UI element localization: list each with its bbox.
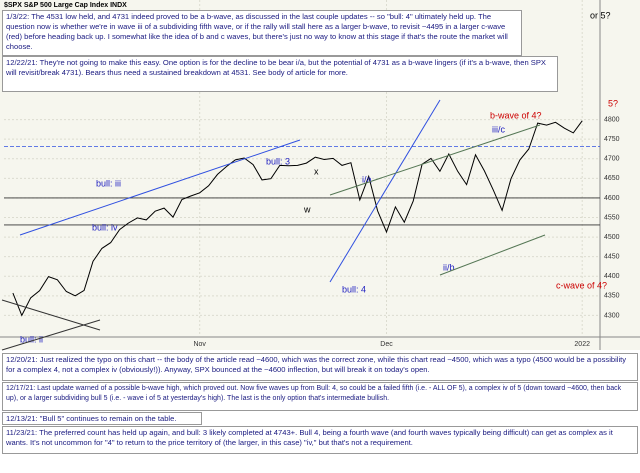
y-tick-label: 4700	[604, 156, 620, 163]
note: 12/17/21: Last update warned of a possib…	[2, 382, 638, 411]
x-tick-label: Nov	[193, 341, 206, 348]
annotation: bull: 4	[342, 284, 366, 294]
annotation: ii/b	[443, 262, 455, 272]
annotation: x	[314, 166, 319, 176]
annotation: b-wave of 4?	[490, 110, 542, 120]
annotation: w	[303, 204, 311, 214]
note: 12/13/21: "Bull 5" continues to remain o…	[2, 412, 202, 425]
annotation: or 5?	[590, 10, 611, 20]
y-tick-label: 4550	[604, 214, 620, 221]
annotation: bull: iii	[96, 178, 121, 188]
y-tick-label: 4750	[604, 136, 620, 143]
y-tick-label: 4350	[604, 293, 620, 300]
chart-title: $SPX S&P 500 Large Cap Index INDX	[4, 2, 127, 9]
annotation: bull: ii	[20, 334, 43, 344]
note: 12/22/21: They're not going to make this…	[2, 56, 558, 92]
trend-line	[329, 99, 441, 283]
y-tick-label: 4450	[604, 254, 620, 261]
y-tick-label: 4500	[604, 234, 620, 241]
annotations: or 5? 5? b-wave of 4? iii/c bull: 3 i/a …	[20, 10, 618, 344]
note: 1/3/22: The 4531 low held, and 4731 inde…	[2, 10, 522, 56]
note: 11/23/21: The preferred count has held u…	[2, 426, 638, 454]
x-tick-label: 2022	[574, 341, 590, 348]
y-tick-label: 4400	[604, 273, 620, 280]
trend-line	[439, 234, 546, 276]
price-line	[12, 120, 583, 317]
annotation: 5?	[608, 98, 618, 108]
note: 12/20/21: Just realized the typo on this…	[2, 353, 638, 381]
y-tick-label: 4650	[604, 175, 620, 182]
annotation: bull: iv	[92, 222, 118, 232]
trend-line	[19, 139, 301, 236]
y-tick-label: 4300	[604, 312, 620, 319]
annotation: iii/c	[492, 124, 505, 134]
trend-line	[329, 124, 541, 196]
y-tick-label: 4600	[604, 195, 620, 202]
annotation: c-wave of 4?	[556, 280, 607, 290]
annotation: i/a	[362, 174, 372, 184]
annotation: bull: 3	[266, 156, 290, 166]
trend-line	[1, 319, 101, 351]
x-tick-label: Dec	[380, 341, 393, 348]
y-tick-label: 4800	[604, 116, 620, 123]
